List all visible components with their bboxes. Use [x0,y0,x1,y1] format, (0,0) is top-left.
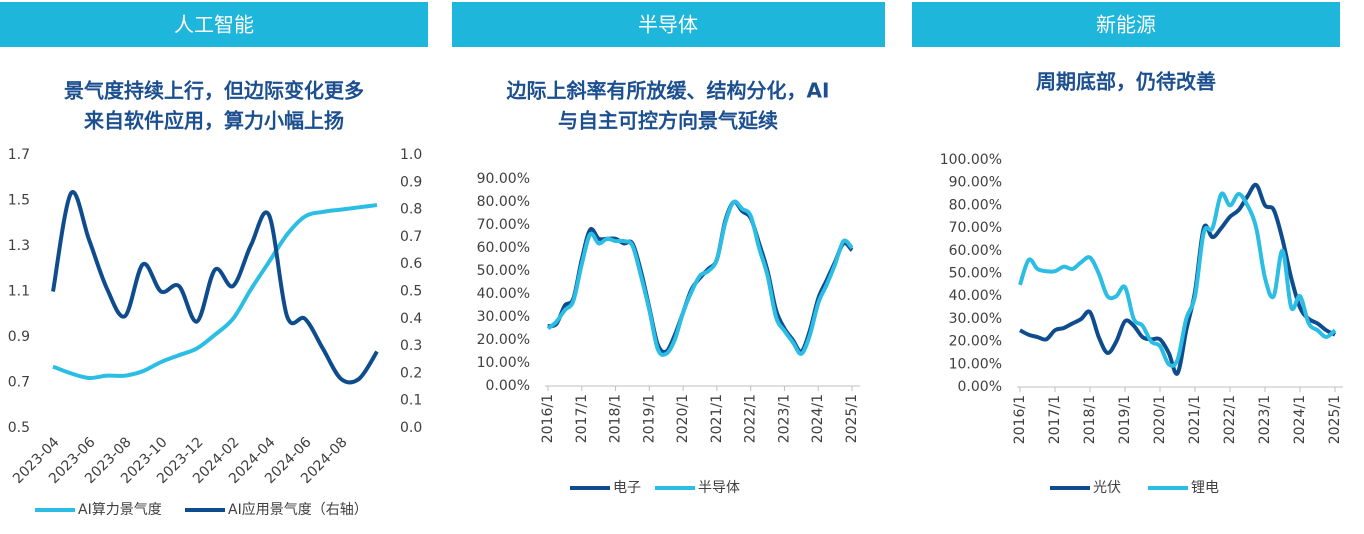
y-tick-label: 0.00% [958,379,1002,395]
y-tick-label: 70.00% [949,220,1002,236]
y-tick-label: 0.9 [8,329,30,345]
x-tick-label: 2022/1 [1222,395,1238,444]
y2-tick-label: 0.6 [400,256,422,272]
panel-header: 新能源 [1096,13,1156,37]
x-tick-label: 2019/1 [1117,395,1133,444]
x-tick-label: 2024/1 [1292,395,1308,444]
y2-tick-label: 0.3 [400,338,422,354]
y-tick-label: 40.00% [477,286,530,302]
x-tick-label: 2017/1 [574,394,590,443]
y-tick-label: 40.00% [949,288,1002,304]
y-tick-label: 1.3 [8,238,30,254]
x-tick-label: 2023/1 [776,394,792,443]
x-tick-label: 2020/1 [1152,395,1168,444]
y-tick-label: 50.00% [477,263,530,279]
y-tick-label: 10.00% [477,355,530,371]
x-tick-label: 2020/1 [675,394,691,443]
legend-label: 光伏 [1093,480,1121,496]
y-tick-label: 30.00% [477,309,530,325]
y2-tick-label: 0.5 [400,284,422,300]
y-tick-label: 1.7 [8,147,30,163]
panel-header: 半导体 [638,13,698,37]
series-line [546,199,854,357]
legend-label: 锂电 [1191,480,1219,496]
x-tick-label: 2024/1 [810,394,826,443]
chart-title: 与自主可控方向景气延续 [558,109,778,133]
panel-banner [912,2,1340,47]
x-tick-label: 2017/1 [1047,395,1063,444]
chart-title: 景气度持续上行，但边际变化更多 [64,79,364,103]
y-tick-label: 50.00% [949,266,1002,282]
y2-tick-label: 0.8 [400,202,422,218]
y-tick-label: 0.00% [486,378,530,394]
y-tick-label: 30.00% [949,311,1002,327]
series-line [52,203,378,380]
legend-label: 半导体 [698,480,740,496]
chart-title: 边际上斜率有所放缓、结构分化，AI [506,79,830,103]
x-tick-label: 2018/1 [608,394,624,443]
x-tick-label: 2025/1 [844,394,860,443]
x-tick-label: 2025/1 [1327,395,1343,444]
y2-tick-label: 0.1 [400,393,422,409]
x-tick-label: 2021/1 [1187,395,1203,444]
y-tick-label: 80.00% [949,197,1002,213]
legend-label: AI算力景气度 [78,502,162,518]
x-tick-label: 2018/1 [1082,395,1098,444]
y-tick-label: 60.00% [477,240,530,256]
y-tick-label: 20.00% [477,332,530,348]
y-tick-label: 70.00% [477,217,530,233]
x-tick-label: 2022/1 [743,394,759,443]
legend-label: AI应用景气度（右轴） [228,501,368,518]
y-tick-label: 1.5 [8,193,30,209]
legend-label: 电子 [613,480,641,496]
y2-tick-label: 1.0 [400,147,422,163]
y-tick-label: 0.5 [8,420,30,436]
y-tick-label: 60.00% [949,243,1002,259]
y-tick-label: 0.7 [8,375,30,391]
y2-tick-label: 0.9 [400,174,422,190]
chart-title: 周期底部，仍待改善 [1036,70,1216,94]
panel-header: 人工智能 [174,13,254,37]
y2-tick-label: 0.7 [400,229,422,245]
x-tick-label: 2021/1 [709,394,725,443]
y2-tick-label: 0.4 [400,311,422,327]
y-tick-label: 90.00% [949,175,1002,191]
series-line [1018,191,1337,368]
y-tick-label: 20.00% [949,334,1002,350]
y-tick-label: 80.00% [477,194,530,210]
x-tick-label: 2023/1 [1257,395,1273,444]
y2-tick-label: 0.2 [400,365,422,381]
x-tick-label: 2016/1 [1012,395,1028,444]
x-tick-label: 2016/1 [540,394,556,443]
chart-title: 来自软件应用，算力小幅上扬 [83,109,344,133]
x-tick-label: 2019/1 [641,394,657,443]
panel-banner [452,2,885,47]
y-tick-label: 10.00% [949,356,1002,372]
y-tick-label: 100.00% [940,152,1002,168]
y-tick-label: 90.00% [477,171,530,187]
series-line [51,190,379,385]
series-line [1019,182,1336,376]
y2-tick-label: 0.0 [400,420,422,436]
y-tick-label: 1.1 [8,284,30,300]
panel-banner [0,2,428,47]
